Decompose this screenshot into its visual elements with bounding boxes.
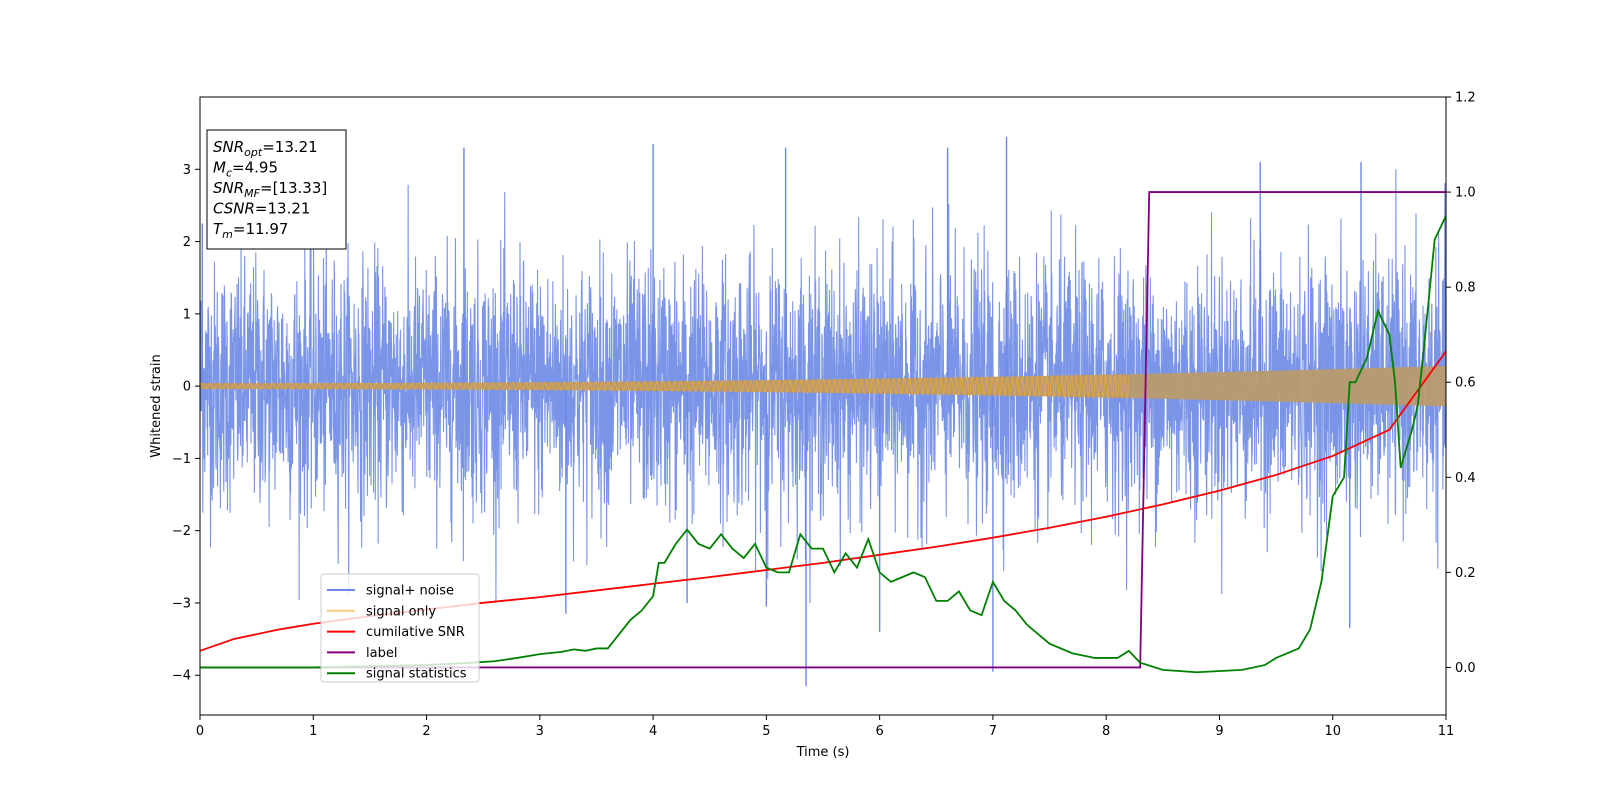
info-box-line: SNRMF=[13.33]: [213, 179, 327, 200]
y-left-tick-label: 1: [183, 307, 191, 322]
y-left-tick-label: 2: [183, 235, 191, 250]
legend-label: signal only: [366, 604, 436, 619]
series-signal-statistics-line: [200, 215, 1446, 674]
y-right-tick-label: 0.6: [1455, 376, 1476, 391]
x-axis-label: Time (s): [796, 745, 850, 760]
y-left-tick-label: −2: [172, 524, 191, 539]
x-tick-label: 9: [1215, 724, 1223, 739]
y-right-tick-label: 0.2: [1455, 566, 1476, 581]
legend-label: signal statistics: [366, 667, 467, 682]
x-tick-label: 5: [762, 724, 770, 739]
signal-only-line: [200, 373, 1130, 400]
legend-label: label: [366, 646, 397, 661]
x-tick-label: 0: [196, 724, 204, 739]
y-left-tick-label: −1: [172, 452, 191, 467]
y-right-tick-label: 0.4: [1455, 471, 1476, 486]
info-box-line: Tm=11.97: [213, 220, 288, 241]
y-axis-left-ticks: −4 −3 −2 −1 0 1 2 3: [172, 163, 200, 684]
info-box: SNRopt=13.21Mc=4.95SNRMF=[13.33]CSNR=13.…: [206, 129, 347, 250]
y-axis-label: Whitened strain: [149, 354, 164, 457]
x-tick-label: 3: [536, 724, 544, 739]
x-tick-label: 2: [422, 724, 430, 739]
y-axis-right-ticks: 0.0 0.2 0.4 0.6 0.8 1.0 1.2: [1446, 91, 1476, 676]
series-label-line: [200, 191, 1446, 669]
info-box-line: Mc=4.95: [213, 159, 278, 180]
y-right-tick-label: 1.2: [1455, 91, 1476, 106]
signal-only-envelope: [200, 365, 1446, 407]
series-signal-only: [200, 365, 1446, 407]
y-right-tick-label: 0.8: [1455, 281, 1476, 296]
y-left-tick-label: −4: [172, 669, 191, 684]
x-tick-label: 4: [649, 724, 657, 739]
legend-label: signal+ noise: [366, 584, 454, 599]
y-left-tick-label: 0: [183, 380, 191, 395]
x-tick-label: 7: [989, 724, 997, 739]
x-axis-ticks: 0 1 2 3 4 5 6 7 8 9 10 11: [196, 715, 1454, 739]
y-left-tick-label: 3: [183, 163, 191, 178]
y-right-tick-label: 1.0: [1455, 186, 1476, 201]
legend-label: cumilative SNR: [366, 625, 465, 640]
info-box-line: CSNR=13.21: [213, 200, 310, 218]
x-tick-label: 11: [1438, 724, 1455, 739]
x-tick-label: 6: [875, 724, 883, 739]
y-left-tick-label: −3: [172, 596, 191, 611]
legend: signal+ noise signal only cumilative SNR la…: [320, 573, 480, 683]
info-box-line: SNRopt=13.21: [213, 138, 318, 159]
x-tick-label: 8: [1102, 724, 1110, 739]
info-box-frame: [206, 129, 347, 250]
y-right-tick-label: 0.0: [1455, 661, 1476, 676]
legend-frame: [320, 573, 480, 683]
x-tick-label: 10: [1324, 724, 1341, 739]
plot-frame: [199, 96, 1447, 716]
x-tick-label: 1: [309, 724, 317, 739]
